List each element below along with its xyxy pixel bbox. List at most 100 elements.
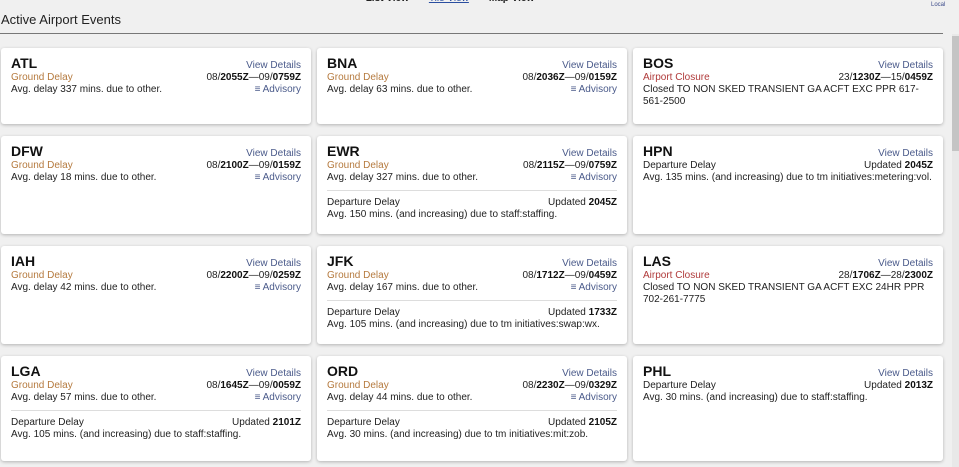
advisory-link[interactable]: ≡ Advisory	[570, 282, 617, 293]
event-description: Avg. delay 167 mins. due to other.	[327, 282, 479, 293]
updated-time: Updated 2045Z	[548, 197, 617, 208]
event-time-range: 08/2230Z—09/0329Z	[522, 380, 617, 391]
menu-lines-icon: ≡	[570, 392, 577, 403]
airport-card-jfk: JFK View Details Ground Delay 08/1712Z—09/…	[317, 246, 627, 344]
event-time-range: 28/1706Z—28/2300Z	[838, 270, 933, 281]
event-type: Ground Delay	[327, 72, 389, 83]
view-details-link[interactable]: View Details	[878, 368, 933, 379]
event-ground: Ground Delay 08/2036Z—09/0159Z Avg. delay…	[327, 72, 617, 96]
event-departure: Departure Delay Updated 1733Z Avg. 105 mi…	[327, 300, 617, 331]
event-ground: Ground Delay 08/2230Z—09/0329Z Avg. delay…	[327, 380, 617, 404]
view-details-link[interactable]: View Details	[246, 368, 301, 379]
airport-code: DFW	[11, 143, 43, 159]
airport-code: BNA	[327, 55, 358, 71]
event-description: Avg. delay 57 mins. due to other.	[11, 392, 157, 403]
view-details-link[interactable]: View Details	[562, 368, 617, 379]
advisory-link[interactable]: ≡ Advisory	[570, 84, 617, 95]
airport-card-lga: LGA View Details Ground Delay 08/1645Z—09/…	[1, 356, 311, 461]
event-type: Airport Closure	[643, 270, 710, 281]
event-ground: Ground Delay 08/2100Z—09/0159Z Avg. delay…	[11, 160, 301, 184]
event-description: Closed TO NON SKED TRANSIENT GA ACFT EXC…	[643, 84, 919, 107]
event-type: Airport Closure	[643, 72, 710, 83]
airport-code: EWR	[327, 143, 360, 159]
event-type: Departure Delay	[643, 160, 716, 171]
event-type: Departure Delay	[11, 417, 84, 428]
event-description: Avg. 150 mins. (and increasing) due to s…	[327, 209, 558, 220]
view-details-link[interactable]: View Details	[562, 148, 617, 159]
airport-code: LAS	[643, 253, 671, 269]
event-departure: Departure Delay Updated 2045Z Avg. 135 mi…	[643, 160, 933, 184]
airport-code: ATL	[11, 55, 38, 71]
time-mode-toggle[interactable]: Local	[931, 2, 946, 8]
menu-lines-icon: ≡	[254, 84, 261, 95]
view-list-view[interactable]: List View	[366, 0, 409, 4]
airport-card-bos: BOS View Details Airport Closure 23/1230Z—…	[633, 48, 943, 124]
updated-time: Updated 2013Z	[864, 380, 933, 391]
menu-lines-icon: ≡	[254, 282, 261, 293]
event-ground: Ground Delay 08/2200Z—09/0259Z Avg. delay…	[11, 270, 301, 294]
airport-code: PHL	[643, 363, 671, 379]
event-description: Closed TO NON SKED TRANSIENT GA ACFT EXC…	[643, 282, 925, 305]
event-type: Departure Delay	[327, 307, 400, 318]
event-description: Avg. delay 42 mins. due to other.	[11, 282, 157, 293]
event-closure: Airport Closure 28/1706Z—28/2300Z Closed …	[643, 270, 933, 306]
event-description: Avg. 105 mins. (and increasing) due to s…	[11, 429, 242, 440]
event-ground: Ground Delay 08/1712Z—09/0459Z Avg. delay…	[327, 270, 617, 294]
event-description: Avg. 135 mins. (and increasing) due to t…	[643, 172, 932, 183]
view-details-link[interactable]: View Details	[878, 148, 933, 159]
event-description: Avg. delay 18 mins. due to other.	[11, 172, 157, 183]
view-tile-view[interactable]: Tile View	[429, 0, 469, 4]
event-description: Avg. 105 mins. (and increasing) due to t…	[327, 319, 600, 330]
event-departure: Departure Delay Updated 2105Z Avg. 30 min…	[327, 410, 617, 441]
event-time-range: 08/1645Z—09/0059Z	[206, 380, 301, 391]
advisory-link[interactable]: ≡ Advisory	[254, 84, 301, 95]
view-details-link[interactable]: View Details	[246, 60, 301, 71]
event-description: Avg. 30 mins. (and increasing) due to tm…	[327, 429, 589, 440]
airport-code: LGA	[11, 363, 41, 379]
advisory-link[interactable]: ≡ Advisory	[570, 392, 617, 403]
event-time-range: 08/1712Z—09/0459Z	[522, 270, 617, 281]
event-type: Ground Delay	[327, 380, 389, 391]
menu-lines-icon: ≡	[254, 392, 261, 403]
menu-lines-icon: ≡	[254, 172, 261, 183]
advisory-link[interactable]: ≡ Advisory	[254, 172, 301, 183]
menu-lines-icon: ≡	[570, 282, 577, 293]
airport-code: IAH	[11, 253, 36, 269]
event-departure: Departure Delay Updated 2045Z Avg. 150 mi…	[327, 190, 617, 221]
advisory-link[interactable]: ≡ Advisory	[570, 172, 617, 183]
view-details-link[interactable]: View Details	[246, 148, 301, 159]
event-departure: Departure Delay Updated 2101Z Avg. 105 mi…	[11, 410, 301, 441]
view-details-link[interactable]: View Details	[246, 258, 301, 269]
event-departure: Departure Delay Updated 2013Z Avg. 30 min…	[643, 380, 933, 404]
divider	[0, 33, 943, 34]
event-time-range: 08/2115Z—09/0759Z	[523, 160, 617, 171]
scrollbar[interactable]	[952, 34, 959, 467]
airport-card-ord: ORD View Details Ground Delay 08/2230Z—09/…	[317, 356, 627, 461]
airport-card-ewr: EWR View Details Ground Delay 08/2115Z—09/…	[317, 136, 627, 234]
event-time-range: 23/1230Z—15/0459Z	[838, 72, 933, 83]
event-description: Avg. delay 337 mins. due to other.	[11, 84, 163, 95]
page-title: Active Airport Events	[1, 12, 121, 27]
view-map-view[interactable]: Map View	[489, 0, 534, 4]
event-type: Ground Delay	[327, 270, 389, 281]
event-time-range: 08/2036Z—09/0159Z	[522, 72, 617, 83]
view-details-link[interactable]: View Details	[878, 60, 933, 71]
airport-card-phl: PHL View Details Departure Delay Updated 2…	[633, 356, 943, 461]
advisory-link[interactable]: ≡ Advisory	[254, 392, 301, 403]
advisory-link[interactable]: ≡ Advisory	[254, 282, 301, 293]
updated-time: Updated 2101Z	[232, 417, 301, 428]
airport-card-bna: BNA View Details Ground Delay 08/2036Z—09/…	[317, 48, 627, 124]
view-switcher: List View Tile View Map View	[0, 0, 900, 4]
view-details-link[interactable]: View Details	[878, 258, 933, 269]
event-type: Departure Delay	[327, 197, 400, 208]
event-type: Departure Delay	[643, 380, 716, 391]
event-type: Ground Delay	[11, 270, 73, 281]
view-details-link[interactable]: View Details	[562, 60, 617, 71]
updated-time: Updated 2045Z	[864, 160, 933, 171]
view-details-link[interactable]: View Details	[562, 258, 617, 269]
scrollbar-thumb[interactable]	[952, 36, 959, 151]
event-ground: Ground Delay 08/1645Z—09/0059Z Avg. delay…	[11, 380, 301, 404]
menu-lines-icon: ≡	[570, 84, 577, 95]
event-ground: Ground Delay 08/2115Z—09/0759Z Avg. delay…	[327, 160, 617, 184]
event-type: Ground Delay	[11, 160, 73, 171]
